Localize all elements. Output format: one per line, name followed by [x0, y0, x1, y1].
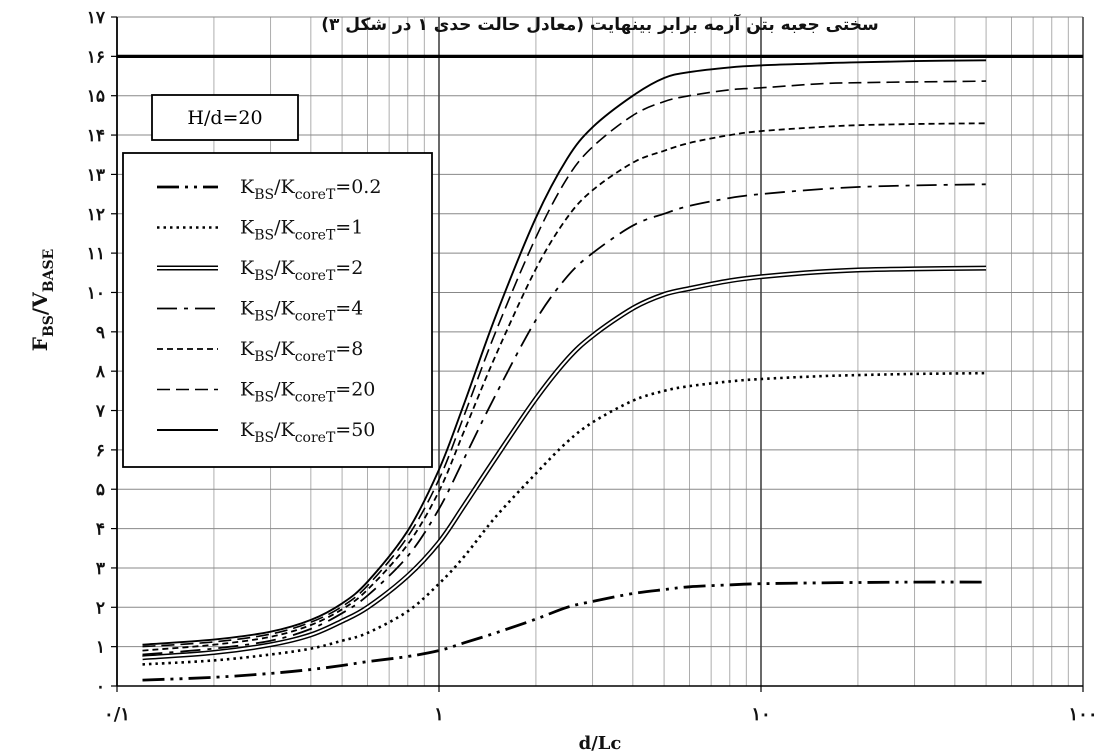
- legend-label: KBS/KcoreT=50: [240, 419, 375, 446]
- x-tick-label: ۱۰۰: [1068, 704, 1097, 725]
- legend-label-part: coreT: [295, 349, 336, 365]
- y-tick-label: ۸: [95, 362, 106, 382]
- legend-item: KBS/KcoreT=4: [157, 298, 363, 325]
- y-tick-label: ۶: [96, 441, 105, 461]
- chart-title: سختی جعبه بتن آرمه برابر بینهایت (معادل …: [321, 13, 879, 35]
- legend-label: KBS/KcoreT=0.2: [240, 176, 381, 203]
- legend-label-part: BS: [254, 228, 274, 244]
- legend-label-part: /K: [274, 176, 295, 198]
- legend-label-part: coreT: [295, 390, 336, 406]
- legend-label-part: /K: [274, 379, 295, 401]
- y-label-sub1: BS: [41, 315, 57, 337]
- series-line: [142, 371, 987, 666]
- legend: KBS/KcoreT=0.2KBS/KcoreT=1KBS/KcoreT=2KB…: [122, 152, 433, 468]
- legend-label-part: =2: [335, 257, 363, 279]
- legend-label-part: =8: [335, 338, 363, 360]
- y-tick-label: ۲: [96, 598, 105, 618]
- y-tick-label: ۴: [96, 520, 105, 540]
- svg-text:FBS/VBASE: FBS/VBASE: [28, 249, 57, 351]
- y-tick-label: ۷: [95, 402, 106, 422]
- series-6: [142, 80, 987, 648]
- y-tick-label: ۱۰: [87, 283, 105, 303]
- legend-label-part: BS: [254, 268, 274, 284]
- legend-label-part: =0.2: [335, 176, 381, 198]
- legend-item: KBS/KcoreT=8: [157, 338, 363, 365]
- minor-gridlines: [213, 17, 1069, 686]
- legend-label-part: /K: [274, 298, 295, 320]
- series-line: [142, 580, 987, 682]
- legend-label-part: coreT: [295, 268, 336, 284]
- y-tick-label: ۱۴: [87, 126, 105, 146]
- y-tick-label: ۳: [96, 559, 105, 579]
- legend-label-part: coreT: [295, 309, 336, 325]
- legend-label-part: /K: [274, 257, 295, 279]
- legend-label-part: coreT: [295, 187, 336, 203]
- legend-label: KBS/KcoreT=2: [240, 257, 363, 284]
- legend-box: [122, 152, 433, 468]
- y-tick-label: ۱۵: [87, 87, 105, 107]
- legend-label-part: =1: [335, 217, 363, 239]
- y-tick-label: ۱۶: [87, 47, 105, 67]
- y-axis-label: FBS/VBASE: [28, 249, 57, 351]
- legend-item: KBS/KcoreT=50: [157, 419, 375, 446]
- legend-label-part: BS: [254, 349, 274, 365]
- y-tick-label: ۹: [96, 323, 105, 343]
- legend-label-part: coreT: [295, 228, 336, 244]
- y-tick-label: ۵: [96, 480, 105, 500]
- legend-label-part: K: [240, 257, 255, 279]
- y-tick-label: ۰: [96, 677, 105, 697]
- series-2: [142, 371, 987, 666]
- legend-item: KBS/KcoreT=0.2: [157, 176, 381, 203]
- hd-annotation-text: H/d=20: [187, 107, 262, 129]
- legend-label-part: BS: [254, 187, 274, 203]
- series-layer: [117, 54, 1083, 682]
- legend-label-part: K: [240, 419, 255, 441]
- legend-label: KBS/KcoreT=8: [240, 338, 363, 365]
- x-tick-label: ۱۰: [751, 704, 770, 725]
- legend-label-part: BS: [254, 390, 274, 406]
- legend-label-part: =4: [335, 298, 363, 320]
- x-tick-label: ۱: [434, 704, 444, 725]
- y-label-sub2: BASE: [41, 249, 57, 292]
- series-1: [142, 580, 987, 682]
- series-3: [142, 265, 987, 661]
- legend-label-part: =50: [335, 419, 375, 441]
- y-tick-label: ۱۳: [87, 165, 105, 185]
- series-7: [142, 59, 987, 646]
- legend-label-part: /K: [274, 419, 295, 441]
- legend-item: KBS/KcoreT=20: [157, 379, 375, 406]
- y-label-slash: /V: [28, 292, 52, 315]
- x-tick-label: ۰/۱: [104, 704, 130, 725]
- legend-label: KBS/KcoreT=1: [240, 217, 363, 244]
- y-tick-label: ۱۷: [87, 8, 106, 28]
- legend-label-part: K: [240, 338, 255, 360]
- legend-label: KBS/KcoreT=20: [240, 379, 375, 406]
- legend-label-part: /K: [274, 217, 295, 239]
- legend-item: KBS/KcoreT=2: [157, 257, 363, 284]
- series-4: [142, 183, 987, 656]
- legend-label-part: K: [240, 379, 255, 401]
- legend-label-part: coreT: [295, 430, 336, 446]
- x-axis-label: d/Lc: [579, 733, 622, 754]
- legend-label-part: BS: [254, 430, 274, 446]
- y-tick-label: ۱۱: [87, 244, 105, 264]
- legend-label: KBS/KcoreT=4: [240, 298, 363, 325]
- legend-label-part: /K: [274, 338, 295, 360]
- series-line: [142, 59, 987, 646]
- series-line: [142, 183, 987, 656]
- y-tick-label: ۱: [96, 638, 105, 658]
- legend-label-part: K: [240, 176, 255, 198]
- series-line-inner: [142, 267, 987, 659]
- y-label-main: F: [28, 337, 52, 351]
- legend-item: KBS/KcoreT=1: [157, 217, 363, 244]
- y-tick-label: ۱۲: [87, 205, 105, 225]
- hd-annotation-box: H/d=20: [151, 94, 299, 141]
- legend-label-part: K: [240, 217, 255, 239]
- legend-label-part: BS: [254, 309, 274, 325]
- legend-label-part: K: [240, 298, 255, 320]
- legend-label-part: =20: [335, 379, 375, 401]
- series-line: [142, 80, 987, 648]
